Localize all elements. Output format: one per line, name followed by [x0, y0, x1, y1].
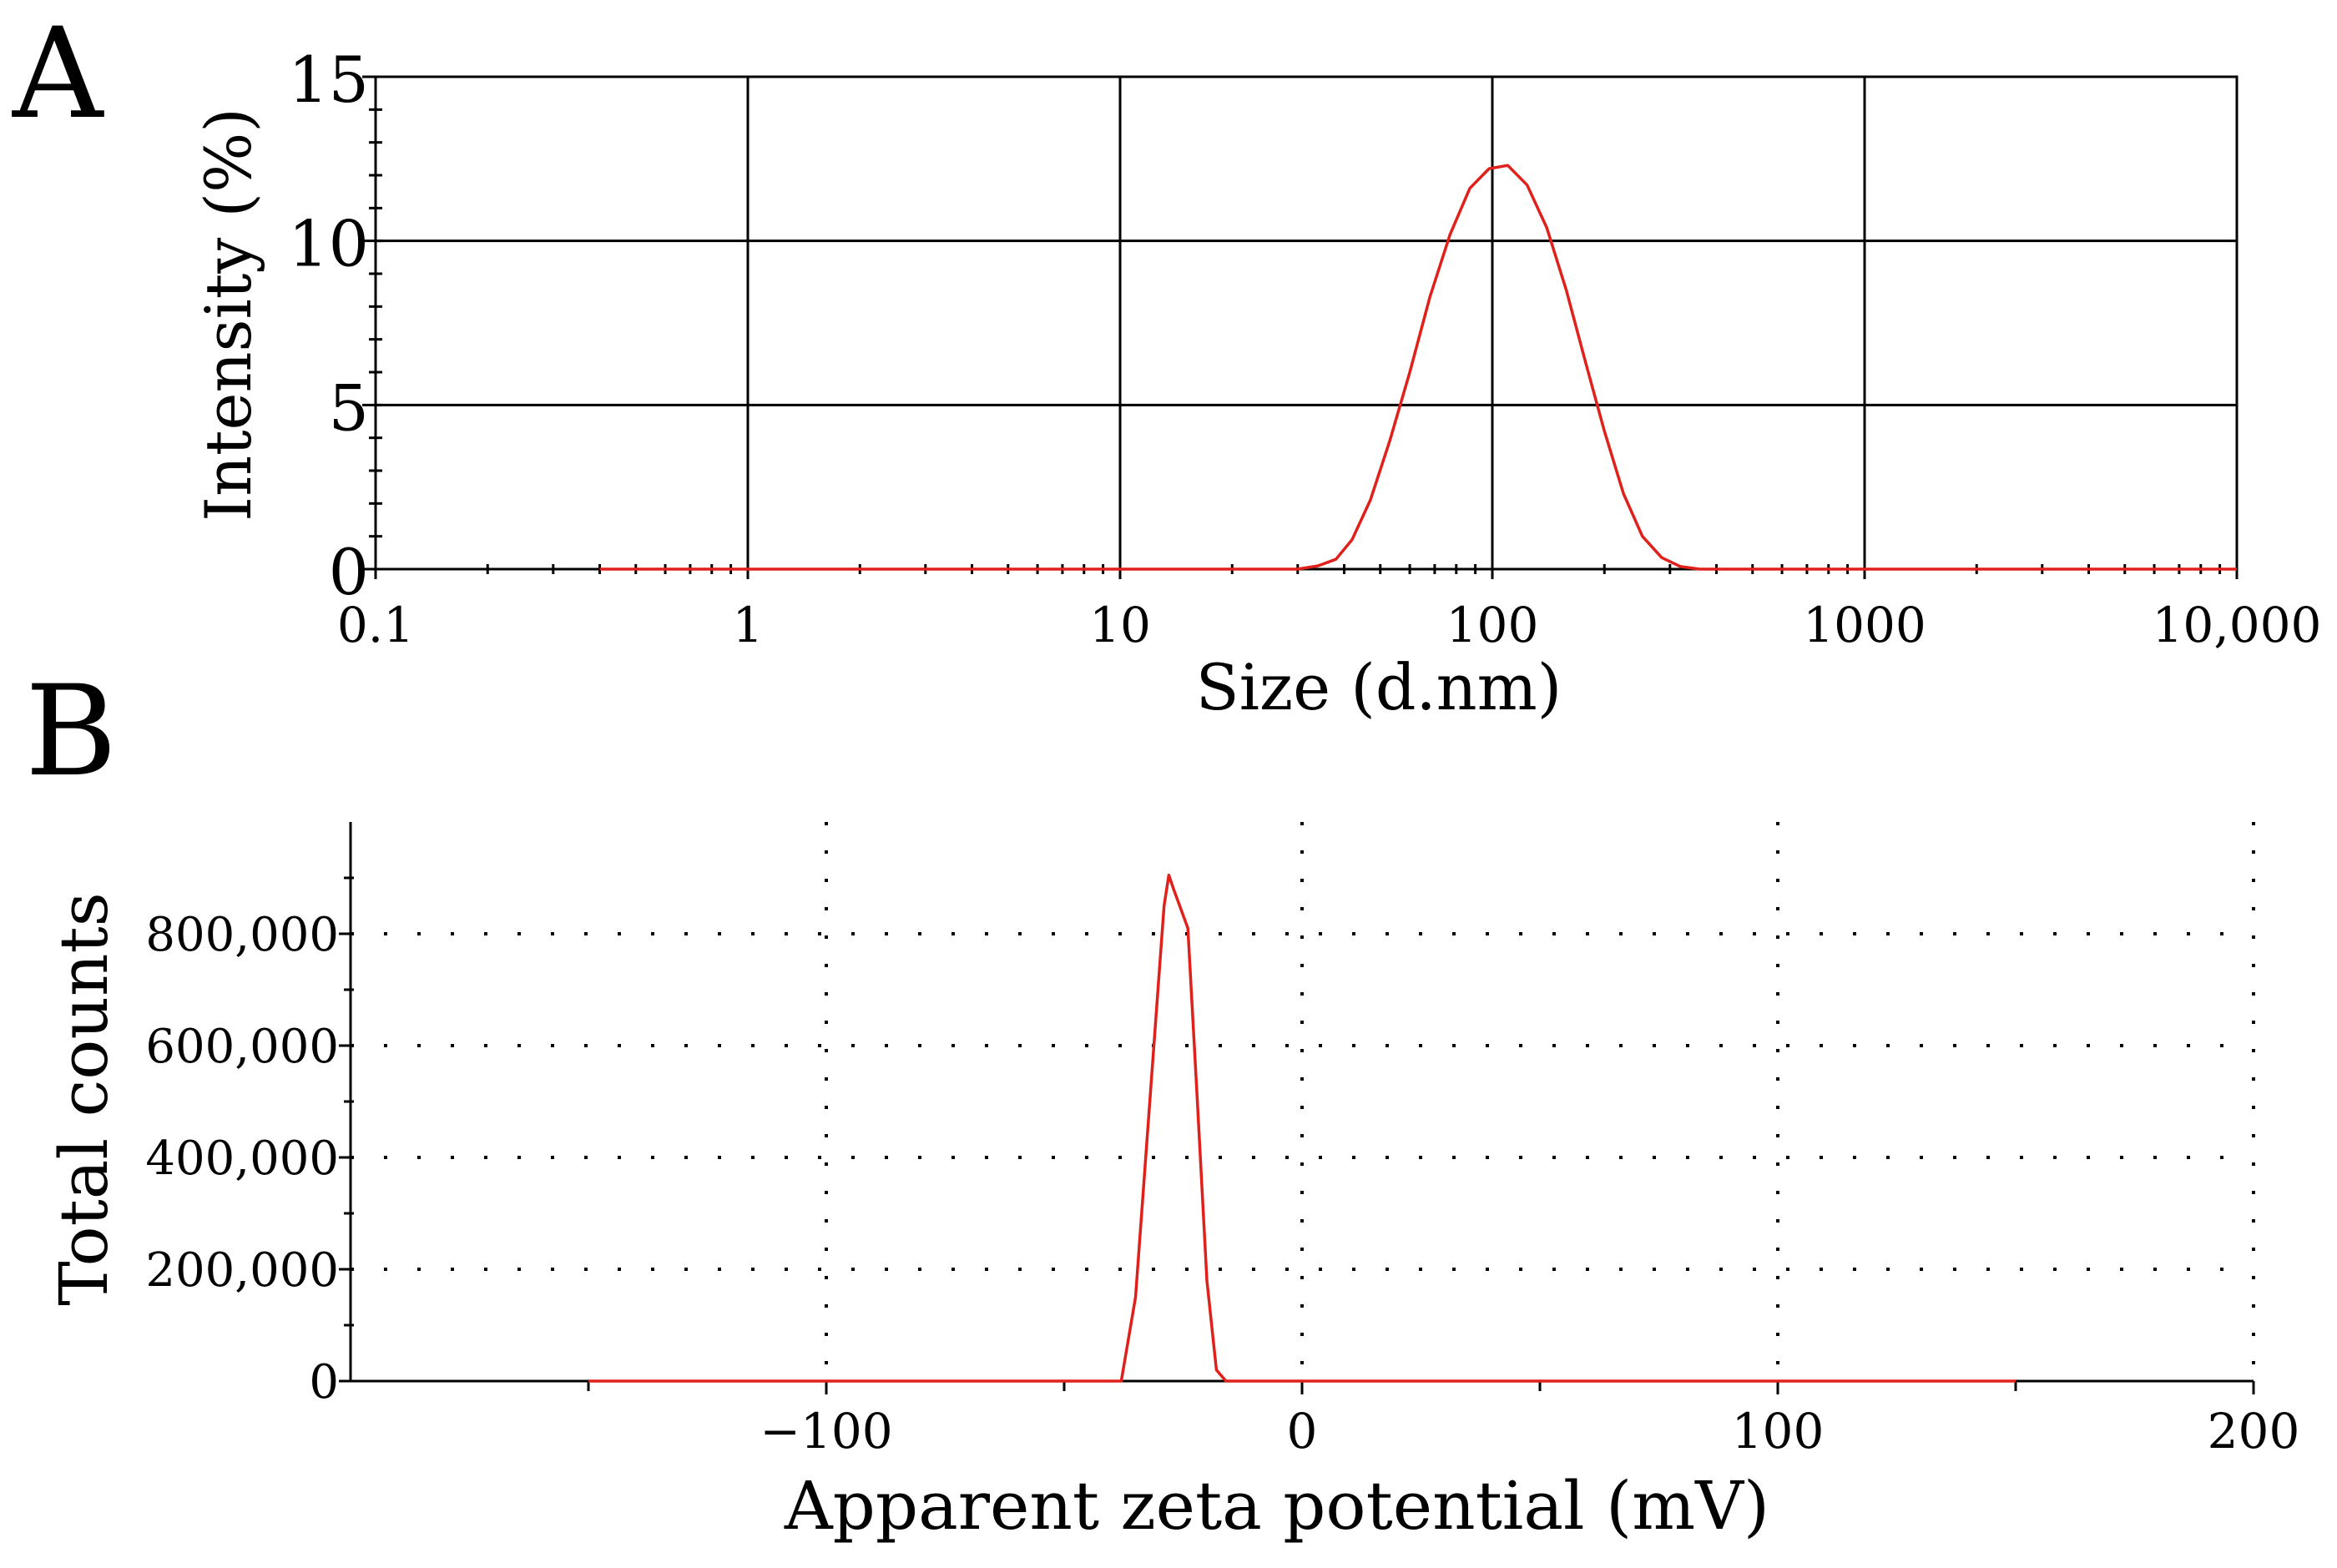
panel-b-y-tick-label: 800,000 [145, 908, 339, 962]
panel-a-axes [362, 75, 2239, 579]
panel-label-a: A [12, 2, 104, 147]
panel-b-series-line [588, 873, 2016, 1383]
panel-b-tick-labels: −100 0 100 200 0 200,000 400,000 600,000 800,000 [145, 908, 2299, 1460]
panel-b: B −100 0 100 200 0 200,000 400,000 600,000 800,0… [25, 659, 2299, 1545]
panel-b-x-axis-label: Apparent zeta potential (mV) [784, 1467, 1769, 1545]
panel-a-y-axis-label: Intensity (%) [191, 108, 265, 522]
panel-b-x-tick-label: 100 [1732, 1403, 1825, 1460]
panel-a-series-line [599, 164, 2237, 571]
panel-b-y-tick-label: 400,000 [145, 1132, 339, 1186]
panel-b-grid [351, 822, 2255, 1381]
panel-a-x-tick-label: 10,000 [2153, 597, 2322, 653]
panel-a-y-tick-label: 0 [329, 535, 369, 609]
panel-a-tick-labels: 0.1 1 10 100 1000 10,000 0 5 10 15 [288, 43, 2321, 653]
panel-a-x-axis-label: Size (d.nm) [1196, 650, 1562, 724]
panel-a-x-tick-label: 1 [733, 597, 764, 653]
panel-a-y-tick-label: 15 [288, 43, 369, 117]
panel-label-b: B [25, 659, 117, 804]
panel-b-series [588, 873, 2016, 1383]
panel-a-frame [374, 75, 2239, 571]
panel-b-x-tick-label: 200 [2208, 1403, 2300, 1460]
panel-a-x-tick-label: 100 [1446, 597, 1539, 653]
panel-b-y-tick-label: 0 [309, 1355, 339, 1409]
panel-a-y-tick-label: 10 [288, 207, 369, 281]
panel-a-grid [376, 77, 2237, 569]
panel-b-y-tick-label: 600,000 [145, 1020, 339, 1074]
panel-a-y-tick-label: 5 [329, 371, 369, 445]
panel-a-x-tick-label: 10 [1089, 597, 1151, 653]
panel-b-y-axis-label: Total counts [45, 892, 123, 1305]
panel-a-x-tick-label: 0.1 [337, 597, 414, 653]
panel-a-series [599, 164, 2237, 571]
panel-a-x-tick-label: 1000 [1803, 597, 1926, 653]
panel-b-axes [339, 822, 2255, 1394]
panel-b-x-tick-label: 0 [1287, 1403, 1318, 1460]
panel-b-y-tick-label: 200,000 [145, 1243, 339, 1298]
panel-b-x-tick-label: −100 [760, 1403, 892, 1460]
